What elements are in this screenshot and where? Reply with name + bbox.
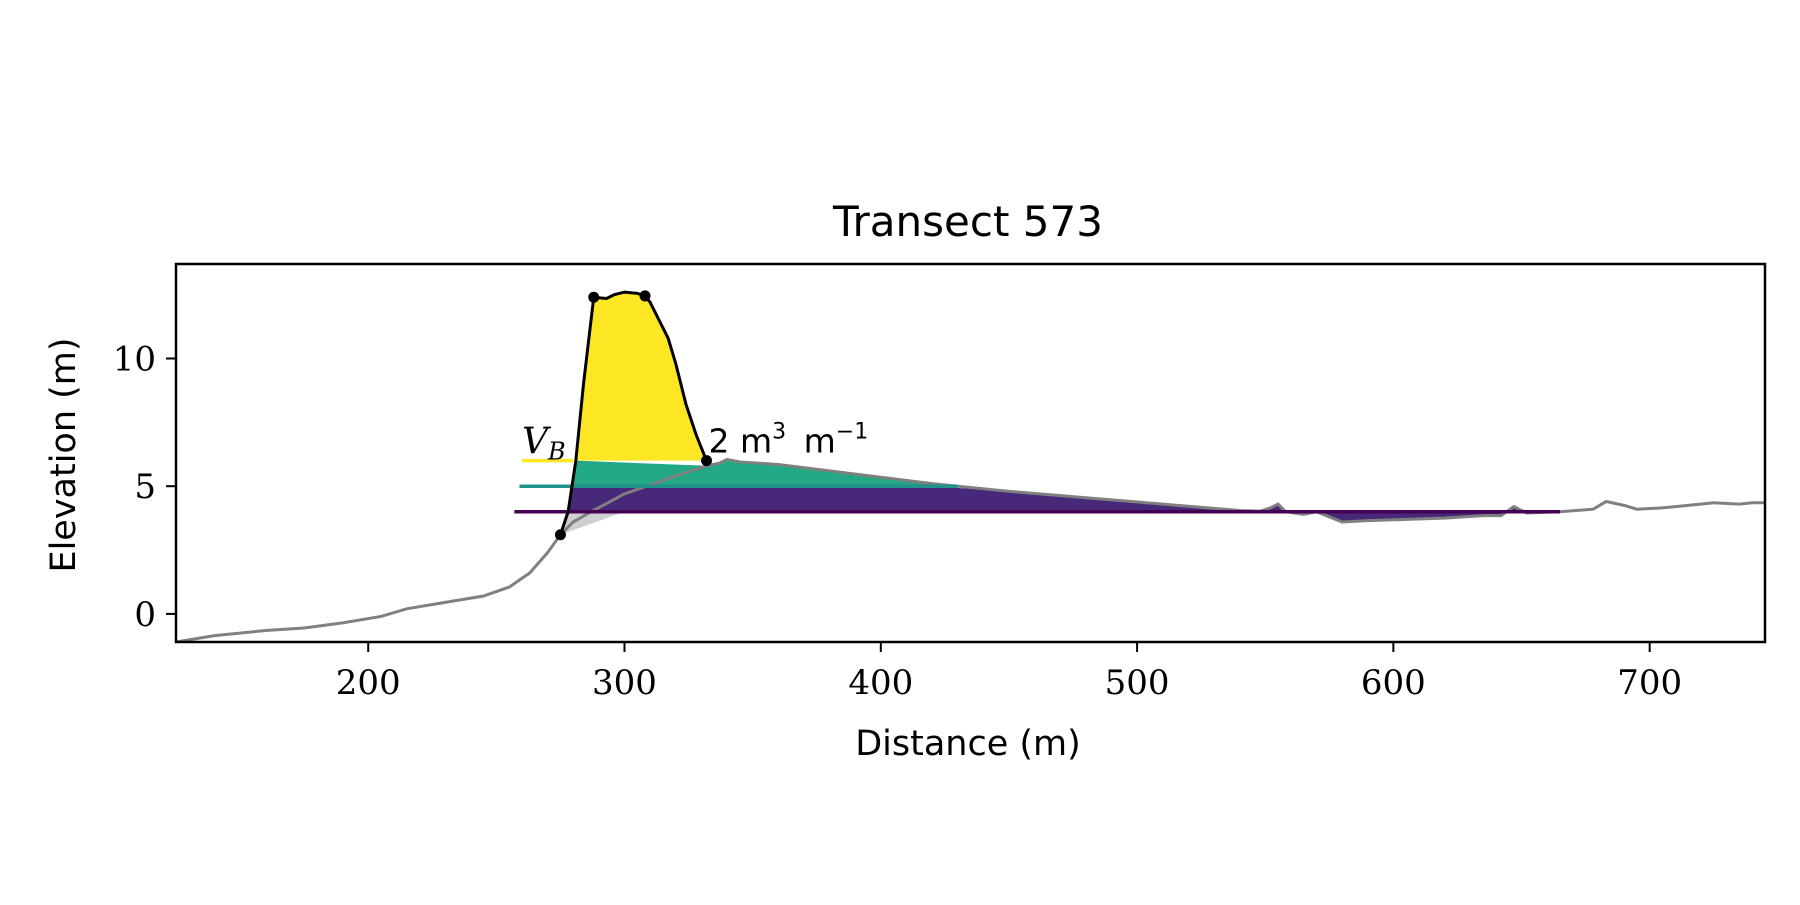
x-tick-label: 500 [1105,663,1170,703]
dune-volume-fill [575,292,707,461]
dune-marker-2 [639,290,651,302]
plot-area [176,290,1765,642]
volume-band-2 [568,486,1560,522]
volume-label: 2 m3 m−1 [709,420,869,461]
dune-marker-0 [554,529,566,541]
volume-label-part-0: 2 m [709,422,773,461]
elevation-profile-line [176,457,1765,642]
volume-label-part-3: −1 [836,420,868,445]
x-tick-label: 400 [848,663,913,703]
x-tick-label: 200 [336,663,401,703]
dune-marker-3 [701,455,713,467]
y-tick-label: 10 [113,340,156,380]
x-tick-label: 600 [1361,663,1426,703]
x-tick-label: 700 [1617,663,1682,703]
x-tick-label: 300 [592,663,657,703]
dune-outline [559,290,708,536]
volume-label-part-1: 3 [772,420,793,445]
vb-subscript: B [547,438,566,466]
y-tick-label: 0 [134,595,156,635]
volume-label-part-2: m [793,422,836,461]
toe-shading [560,511,625,535]
vb-label: VB [522,422,566,466]
x-axis-label: Distance (m) [855,724,1081,764]
chart-title: Transect 573 [832,197,1103,246]
plot-frame [174,262,1767,644]
y-tick-label: 5 [134,467,156,507]
y-axis-label: Elevation (m) [44,337,84,572]
dune-marker-1 [588,291,600,303]
